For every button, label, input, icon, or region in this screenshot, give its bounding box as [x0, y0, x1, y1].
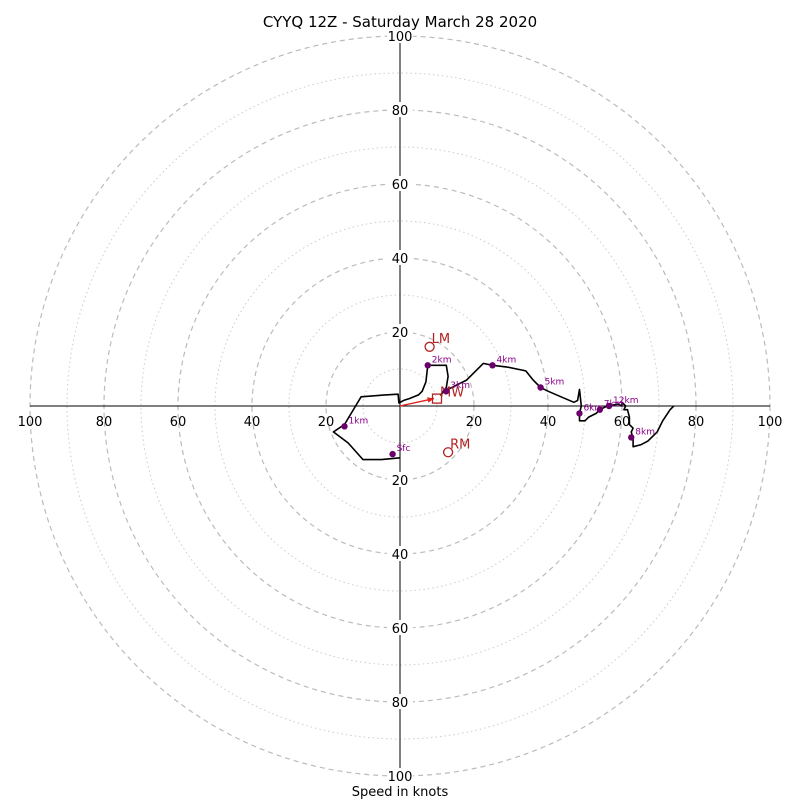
height-point-label: 1km — [349, 416, 369, 426]
y-tick-label: 40 — [392, 252, 409, 267]
x-tick-label: 60 — [614, 415, 631, 430]
y-tick-label: 20 — [392, 474, 409, 489]
y-tick-label-bg — [387, 176, 413, 191]
y-tick-label: 60 — [392, 622, 409, 637]
x-tick-label: 20 — [318, 415, 335, 430]
height-point-label: 6km — [583, 403, 603, 413]
y-tick-label: 100 — [388, 30, 413, 45]
x-tick-label: 80 — [96, 415, 113, 430]
height-point — [443, 388, 450, 395]
y-tick-label: 20 — [392, 326, 409, 341]
height-point-label: 7km — [604, 400, 624, 410]
height-point — [596, 406, 603, 413]
x-tick-label: 40 — [244, 415, 261, 430]
x-tick-label: 20 — [466, 415, 483, 430]
height-point — [537, 384, 544, 391]
y-tick-label-bg — [387, 472, 413, 487]
x-tick-label: 100 — [758, 415, 783, 430]
x-tick-label: 60 — [170, 415, 187, 430]
height-point — [424, 362, 431, 369]
y-tick-label-bg — [387, 28, 413, 43]
height-point-label: 2km — [432, 355, 452, 365]
y-tick-label-bg — [387, 620, 413, 635]
lm-label: LM — [432, 332, 450, 347]
y-tick-label-bg — [387, 768, 413, 783]
height-point-label: 3km — [450, 381, 470, 391]
height-point-label: 5km — [545, 378, 565, 388]
rm-marker — [442, 447, 454, 458]
height-point — [389, 450, 396, 458]
mean-wind-arrow — [399, 397, 435, 407]
x-tick-label: 40 — [540, 415, 557, 430]
hodograph-trace — [332, 362, 675, 461]
y-tick-label: 80 — [392, 104, 409, 119]
height-point — [489, 362, 496, 369]
y-tick-label: 60 — [392, 178, 409, 193]
y-tick-label: 40 — [392, 548, 409, 563]
y-tick-label-bg — [387, 250, 413, 265]
y-tick-label-bg — [387, 694, 413, 709]
y-tick-label-bg — [387, 102, 413, 117]
tick-labels: 20 20 20 20 40 40 40 40 60 60 60 60 80 80 80 80 100 100 10… — [18, 28, 783, 785]
rm-label: RM — [450, 437, 470, 452]
y-tick-label: 100 — [388, 770, 413, 785]
height-point-label: 8km — [635, 427, 655, 437]
height-point — [576, 410, 583, 417]
mean-wind-marker — [431, 393, 443, 404]
y-tick-label: 80 — [392, 696, 409, 711]
y-tick-label-bg — [387, 324, 413, 339]
height-points: Sfc 1km 2km 3km 4km 5km 6km 7km 8km 12km — [341, 355, 655, 458]
lm-marker — [424, 341, 435, 352]
x-axis-label: Speed in knots — [352, 785, 449, 800]
x-tick-label: 100 — [18, 415, 43, 430]
height-point — [341, 423, 348, 430]
hodograph-line — [332, 362, 675, 461]
chart-title: CYYQ 12Z - Saturday March 28 2020 — [263, 13, 537, 31]
y-tick-label-bg — [387, 546, 413, 561]
height-point-label: Sfc — [397, 444, 411, 454]
height-point — [628, 434, 635, 441]
height-point — [605, 402, 613, 410]
height-point-label: 12km — [613, 396, 638, 406]
height-point-label: 4km — [497, 355, 517, 365]
x-tick-label: 80 — [688, 415, 705, 430]
